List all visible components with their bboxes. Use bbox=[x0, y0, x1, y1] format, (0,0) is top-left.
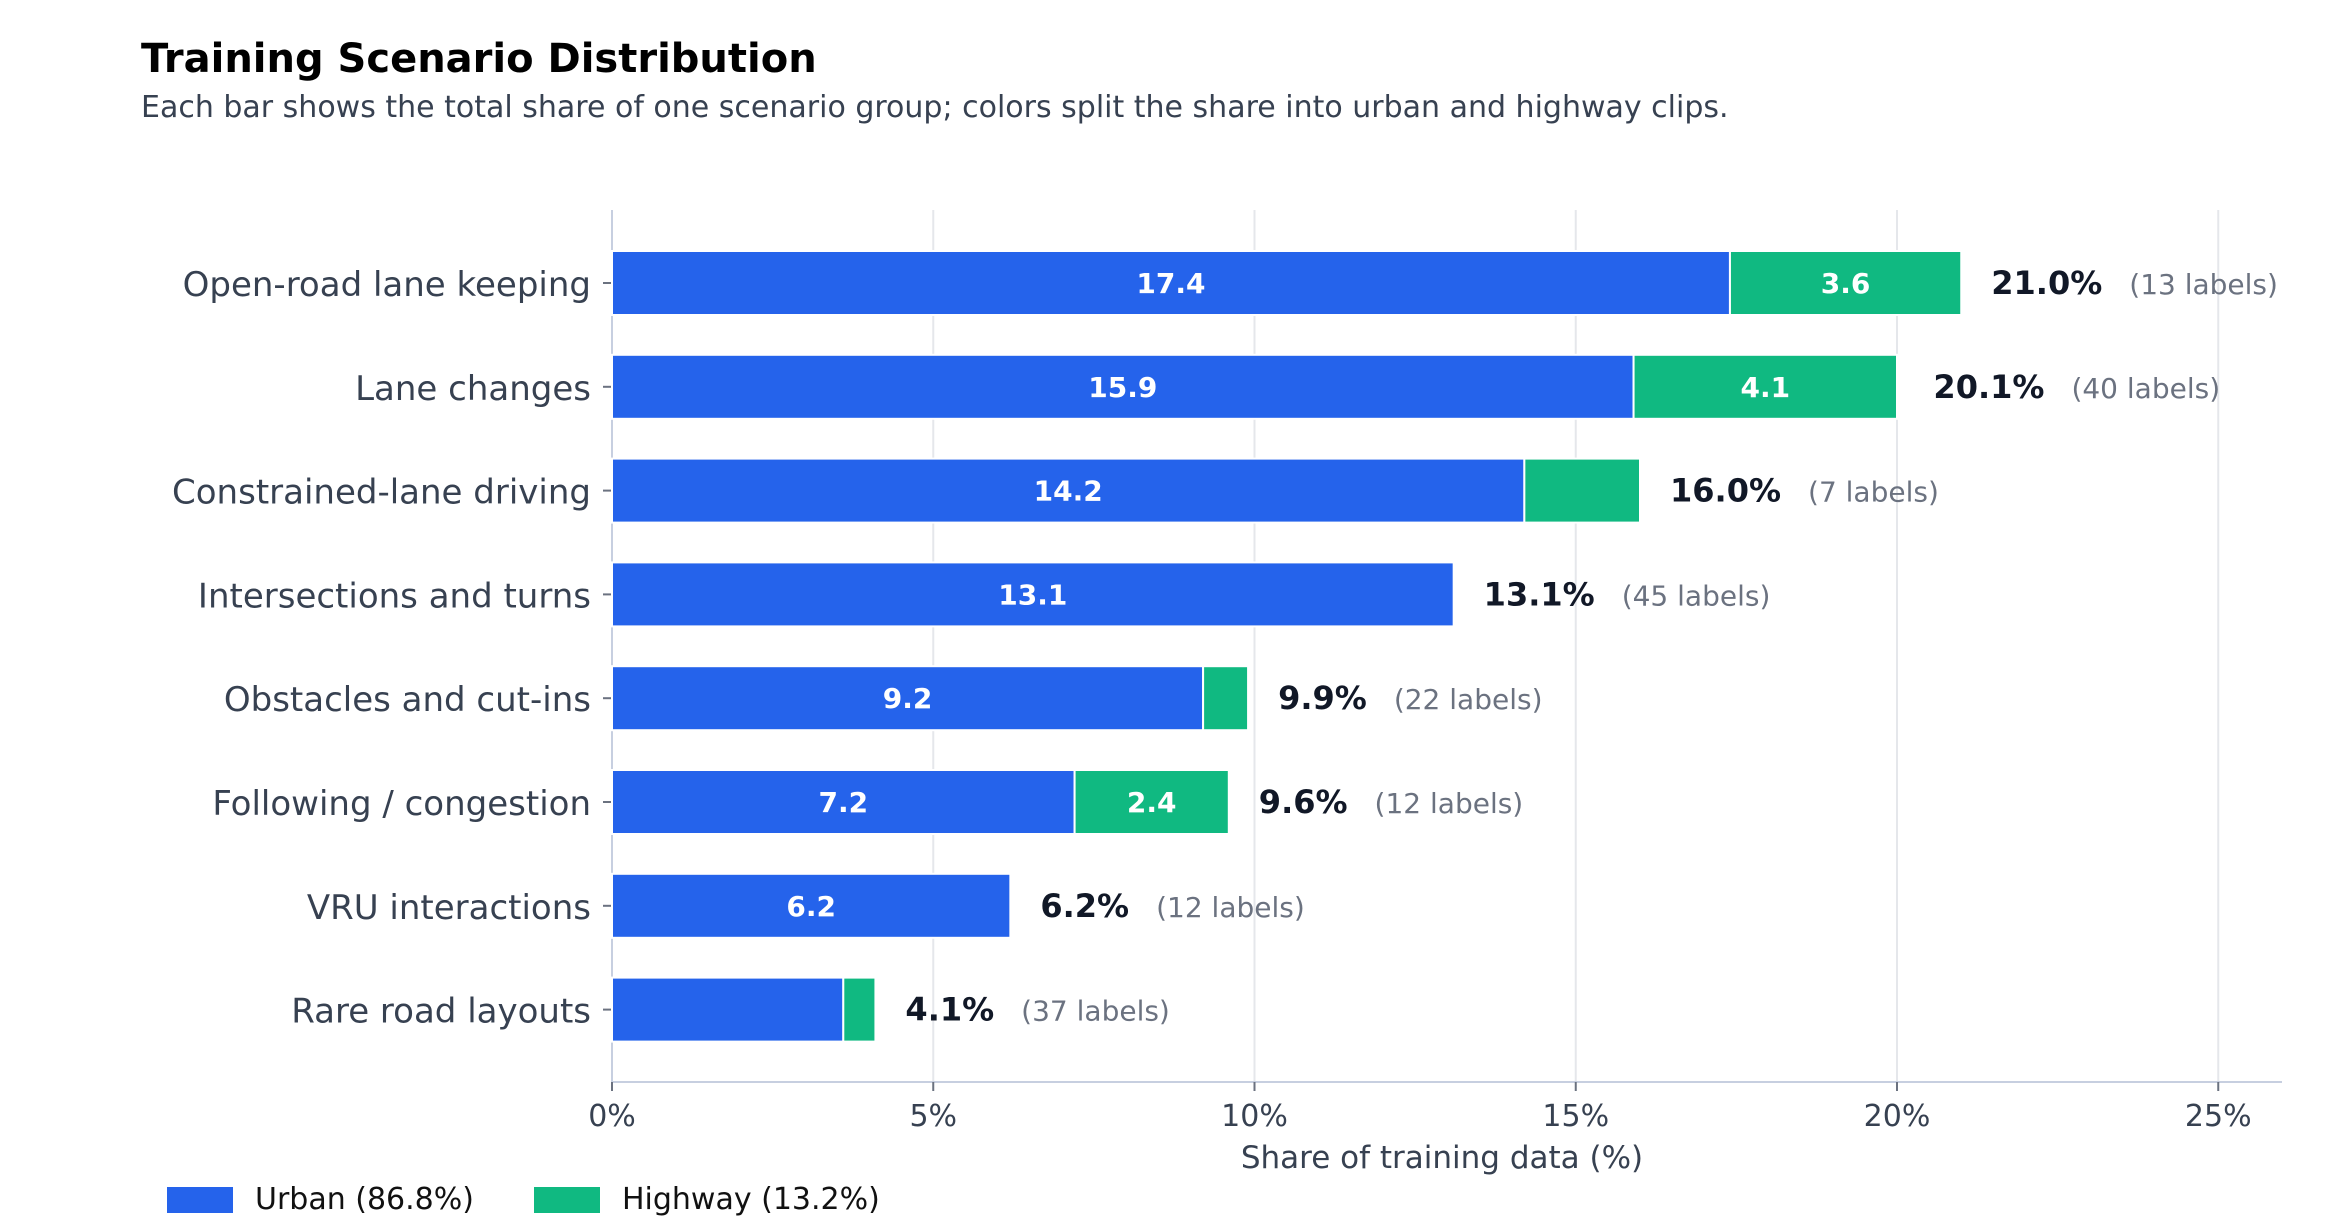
bar-label-count-0: (13 labels) bbox=[2129, 268, 2278, 301]
chart-title: Training Scenario Distribution bbox=[141, 36, 817, 82]
bar-total-6: 6.2% bbox=[1040, 887, 1129, 925]
category-label-4: Obstacles and cut-ins bbox=[224, 680, 591, 720]
category-label-6: VRU interactions bbox=[307, 888, 591, 928]
bar-value-urban-6: 6.2 bbox=[786, 890, 836, 923]
bar-label-count-6: (12 labels) bbox=[1156, 891, 1305, 924]
x-tick-label-0: 0% bbox=[588, 1099, 636, 1134]
category-label-3: Intersections and turns bbox=[198, 576, 591, 616]
chart-subtitle: Each bar shows the total share of one sc… bbox=[141, 90, 1729, 125]
bar-total-4: 9.9% bbox=[1278, 679, 1367, 717]
bar-total-2: 16.0% bbox=[1670, 472, 1781, 510]
bar-urban-5 bbox=[611, 769, 1076, 835]
bar-total-7: 4.1% bbox=[905, 991, 994, 1029]
bar-total-5: 9.6% bbox=[1259, 783, 1348, 821]
x-tick-label-5: 25% bbox=[2185, 1099, 2252, 1134]
category-label-2: Constrained-lane driving bbox=[172, 473, 591, 513]
legend-item-highway: Highway (13.2%) bbox=[533, 1182, 880, 1217]
bar-highway-7 bbox=[842, 976, 877, 1043]
bar-value-highway-0: 3.6 bbox=[1821, 267, 1871, 300]
bar-label-count-7: (37 labels) bbox=[1021, 995, 1170, 1028]
bar-value-urban-3: 13.1 bbox=[998, 578, 1067, 611]
bar-highway-4 bbox=[1202, 665, 1250, 732]
bar-value-highway-5: 2.4 bbox=[1127, 786, 1177, 819]
bar-value-urban-2: 14.2 bbox=[1034, 475, 1103, 508]
bar-urban-1 bbox=[611, 353, 1635, 420]
bar-urban-2 bbox=[611, 457, 1526, 524]
bar-value-urban-4: 9.2 bbox=[883, 682, 933, 715]
bar-value-highway-1: 4.1 bbox=[1740, 371, 1790, 404]
bar-label-count-4: (22 labels) bbox=[1394, 683, 1543, 716]
legend-item-urban: Urban (86.8%) bbox=[167, 1182, 474, 1217]
category-label-1: Lane changes bbox=[355, 369, 591, 409]
bar-highway-2 bbox=[1523, 457, 1641, 524]
x-tick-label-4: 20% bbox=[1864, 1099, 1931, 1134]
legend-swatch-urban bbox=[167, 1186, 233, 1213]
bar-urban-6 bbox=[611, 872, 1012, 939]
bar-label-count-5: (12 labels) bbox=[1375, 787, 1524, 820]
legend-label-urban: Urban (86.8%) bbox=[255, 1182, 474, 1217]
x-tick-label-2: 10% bbox=[1221, 1099, 1288, 1134]
bar-total-0: 21.0% bbox=[1991, 264, 2102, 302]
bar-label-count-1: (40 labels) bbox=[2071, 372, 2220, 405]
x-tick-label-3: 15% bbox=[1542, 1099, 1609, 1134]
bar-label-count-2: (7 labels) bbox=[1808, 476, 1939, 509]
legend-label-highway: Highway (13.2%) bbox=[621, 1182, 880, 1217]
bar-highway-1 bbox=[1632, 353, 1898, 420]
category-label-5: Following / congestion bbox=[212, 784, 591, 824]
category-label-7: Rare road layouts bbox=[291, 992, 591, 1032]
bar-urban-3 bbox=[611, 561, 1455, 628]
bar-total-3: 13.1% bbox=[1484, 575, 1595, 613]
bar-highway-5 bbox=[1073, 769, 1230, 835]
category-label-0: Open-road lane keeping bbox=[183, 265, 591, 305]
bar-value-urban-0: 17.4 bbox=[1136, 267, 1205, 300]
x-tick-label-1: 5% bbox=[909, 1099, 957, 1134]
bar-urban-7 bbox=[611, 976, 845, 1043]
bar-highway-0 bbox=[1728, 250, 1963, 316]
x-axis-label: Share of training data (%) bbox=[1241, 1140, 1643, 1176]
legend-swatch-highway bbox=[533, 1186, 600, 1213]
bar-label-count-3: (45 labels) bbox=[1622, 579, 1771, 612]
chart-legend: Urban (86.8%) Highway (13.2%) bbox=[167, 1182, 940, 1217]
bar-urban-0 bbox=[611, 250, 1731, 316]
bar-value-urban-1: 15.9 bbox=[1088, 371, 1157, 404]
bar-urban-4 bbox=[611, 665, 1205, 732]
bar-total-1: 20.1% bbox=[1933, 368, 2044, 406]
bar-value-urban-5: 7.2 bbox=[818, 786, 868, 819]
